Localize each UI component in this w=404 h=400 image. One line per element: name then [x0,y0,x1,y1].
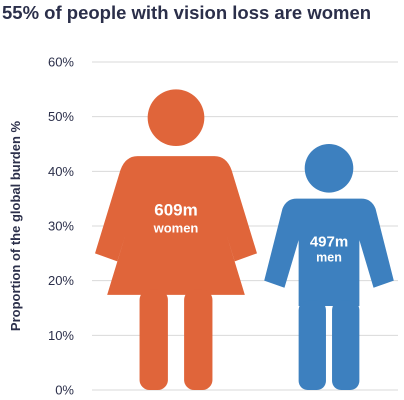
man-leg-right [332,300,360,390]
y-tick-label: 40% [48,164,74,179]
women-group-label: women [153,221,199,236]
y-tick-label: 0% [55,383,74,398]
y-tick-label: 60% [48,55,74,70]
woman-head [147,89,205,147]
y-tick-label: 20% [48,273,74,288]
y-tick-label: 10% [48,328,74,343]
woman-leg-left [139,289,168,390]
man-figure [264,144,394,390]
chart-title: 55% of people with vision loss are women [2,2,371,23]
woman-body [95,156,257,295]
y-tick-label: 50% [48,109,74,124]
y-axis-ticks: 0% 10% 20% 30% 40% 50% 60% [48,55,74,398]
women-count-label: 609m [154,201,197,220]
man-head [304,144,354,193]
man-body [264,198,394,306]
men-group-label: men [316,250,342,264]
woman-leg-right [184,289,213,390]
y-axis-label: Proportion of the global burden % [8,120,23,331]
woman-figure [95,89,257,390]
men-count-label: 497m [310,233,348,250]
y-tick-label: 30% [48,219,74,234]
man-leg-left [298,300,326,390]
